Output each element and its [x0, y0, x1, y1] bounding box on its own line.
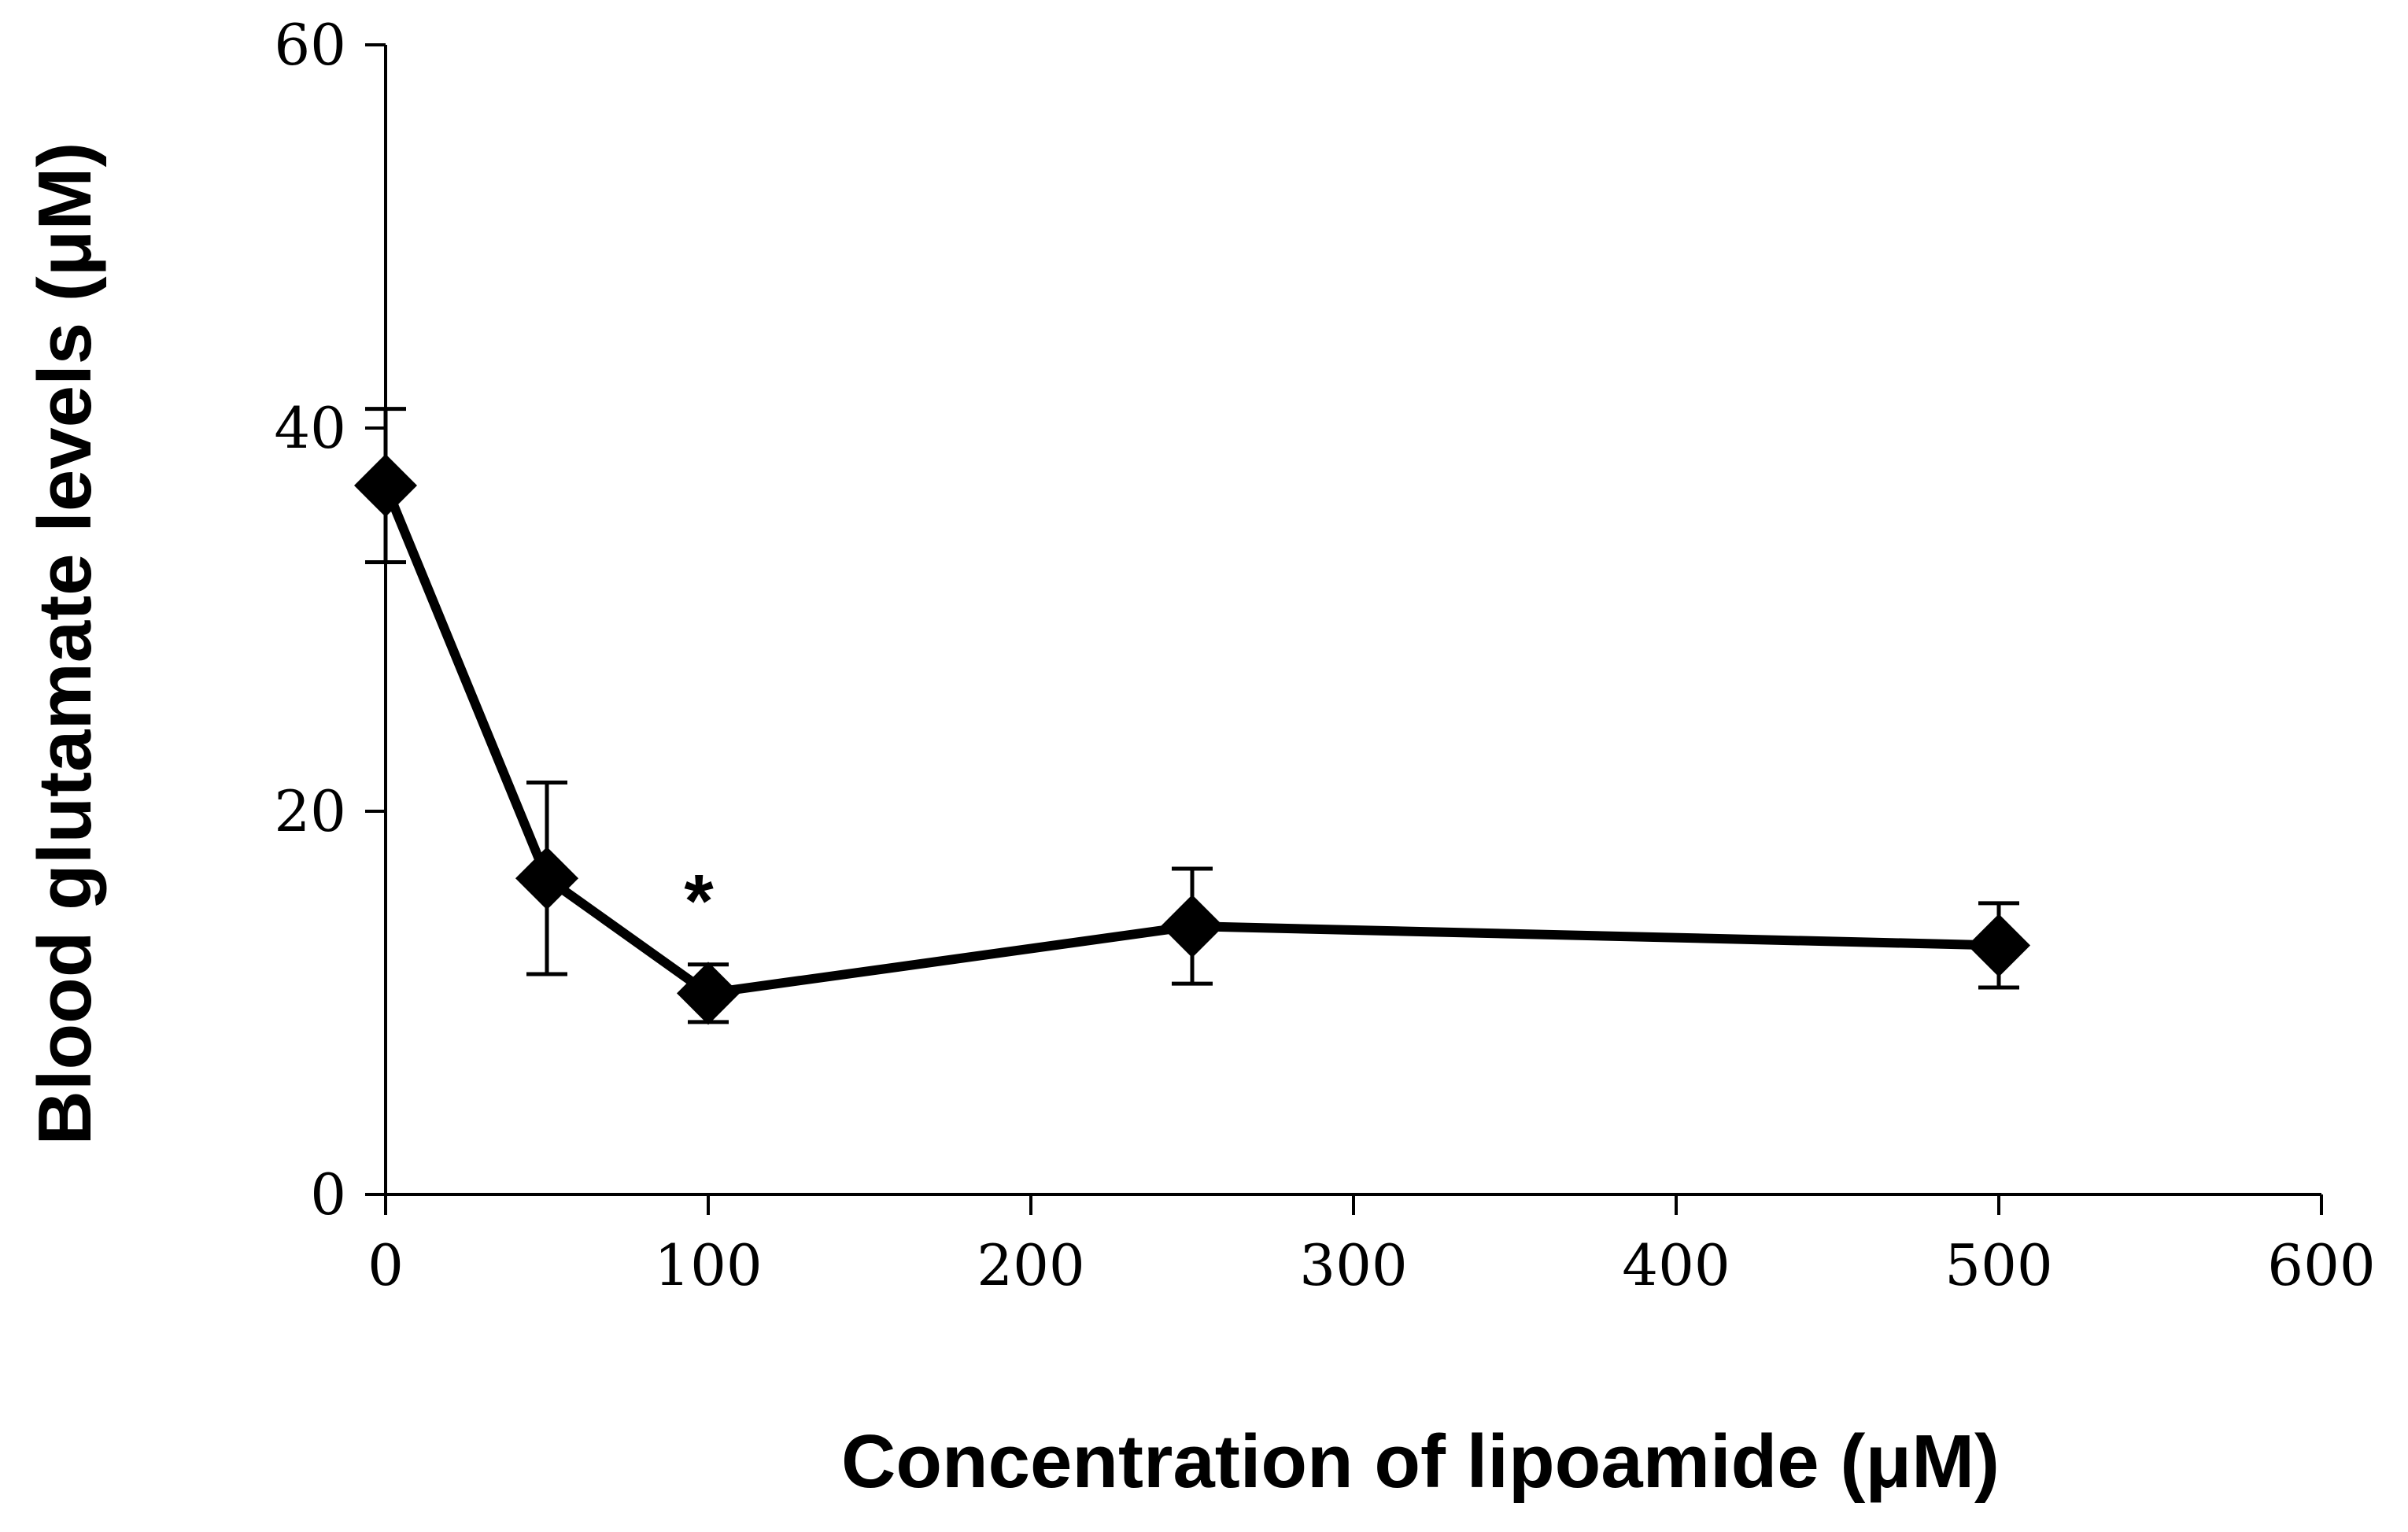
data-point-marker — [1161, 895, 1224, 958]
y-tick-label: 60 — [274, 12, 346, 78]
x-tick-label: 200 — [977, 1232, 1084, 1298]
x-tick-label: 400 — [1622, 1232, 1730, 1298]
y-tick-label: 0 — [310, 1161, 346, 1227]
x-axis-title: Concentration of lipoamide (μM) — [841, 1419, 2000, 1504]
y-axis-title: Blood glutamate levels (μM) — [23, 142, 107, 1146]
data-point-marker — [515, 847, 578, 910]
x-axis-ticks: 0 100 200 300 400 500 600 — [367, 1194, 2376, 1298]
x-tick-label: 0 — [367, 1232, 404, 1298]
y-tick-label: 40 — [274, 395, 346, 461]
significance-marker: * — [684, 859, 714, 943]
x-tick-label: 100 — [654, 1232, 762, 1298]
annotation-layer: * — [684, 859, 714, 943]
x-tick-label: 300 — [1299, 1232, 1407, 1298]
y-axis-ticks: 0 20 40 60 — [274, 12, 386, 1227]
data-point-marker — [677, 962, 740, 1025]
x-tick-label: 600 — [2267, 1232, 2375, 1298]
x-tick-label: 500 — [1944, 1232, 2052, 1298]
series-layer — [354, 407, 2030, 1025]
y-tick-label: 20 — [274, 778, 346, 844]
data-point-marker — [354, 454, 417, 518]
axes — [384, 45, 2321, 1196]
data-point-marker — [1967, 914, 2030, 977]
